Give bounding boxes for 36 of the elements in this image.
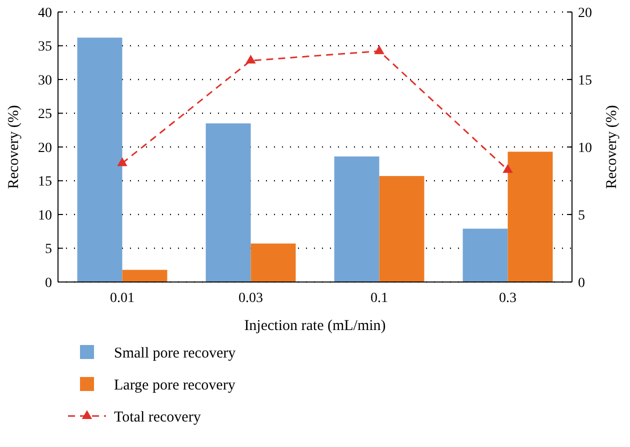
point: [502, 164, 513, 173]
bar: [334, 156, 380, 282]
y2-tick-label: 15: [578, 73, 592, 88]
y-tick-label: 35: [38, 40, 52, 55]
x-axis-title: Injection rate (mL/min): [244, 318, 386, 334]
y-tick-label: 5: [45, 242, 52, 258]
y2-tick-label: 5: [578, 208, 585, 224]
bar: [508, 152, 553, 282]
y2-axis-title: Recovery (%): [604, 105, 620, 189]
y-axis-title: Recovery (%): [6, 105, 22, 189]
y-tick-label: 10: [38, 208, 52, 224]
bar: [379, 176, 424, 282]
x-tick-label: 0.01: [110, 291, 134, 306]
x-tick-label: 0.03: [238, 291, 263, 306]
legend-label: Total recovery: [114, 409, 202, 426]
point: [374, 45, 384, 54]
bar: [122, 270, 168, 282]
point: [246, 54, 256, 64]
y-tick-label: 15: [38, 174, 52, 190]
y-tick-label: 0: [45, 276, 52, 291]
legend-label: Small pore recovery: [114, 345, 236, 362]
y-tick-label: 20: [38, 140, 52, 156]
point: [117, 157, 128, 166]
legend-label: Large pore recovery: [114, 377, 236, 394]
x-tick-label: 0.1: [370, 291, 388, 306]
x-tick-label: 0.3: [499, 291, 516, 306]
bar: [462, 228, 508, 282]
bar: [250, 244, 296, 282]
y-tick-label: 25: [38, 107, 52, 122]
bar: [77, 38, 122, 282]
y2-tick-label: 10: [578, 140, 592, 156]
y2-tick-label: 20: [578, 6, 592, 21]
y-tick-label: 30: [38, 73, 52, 88]
bar: [206, 123, 251, 282]
y-tick-label: 40: [38, 6, 52, 21]
y2-tick-label: 0: [578, 276, 585, 291]
